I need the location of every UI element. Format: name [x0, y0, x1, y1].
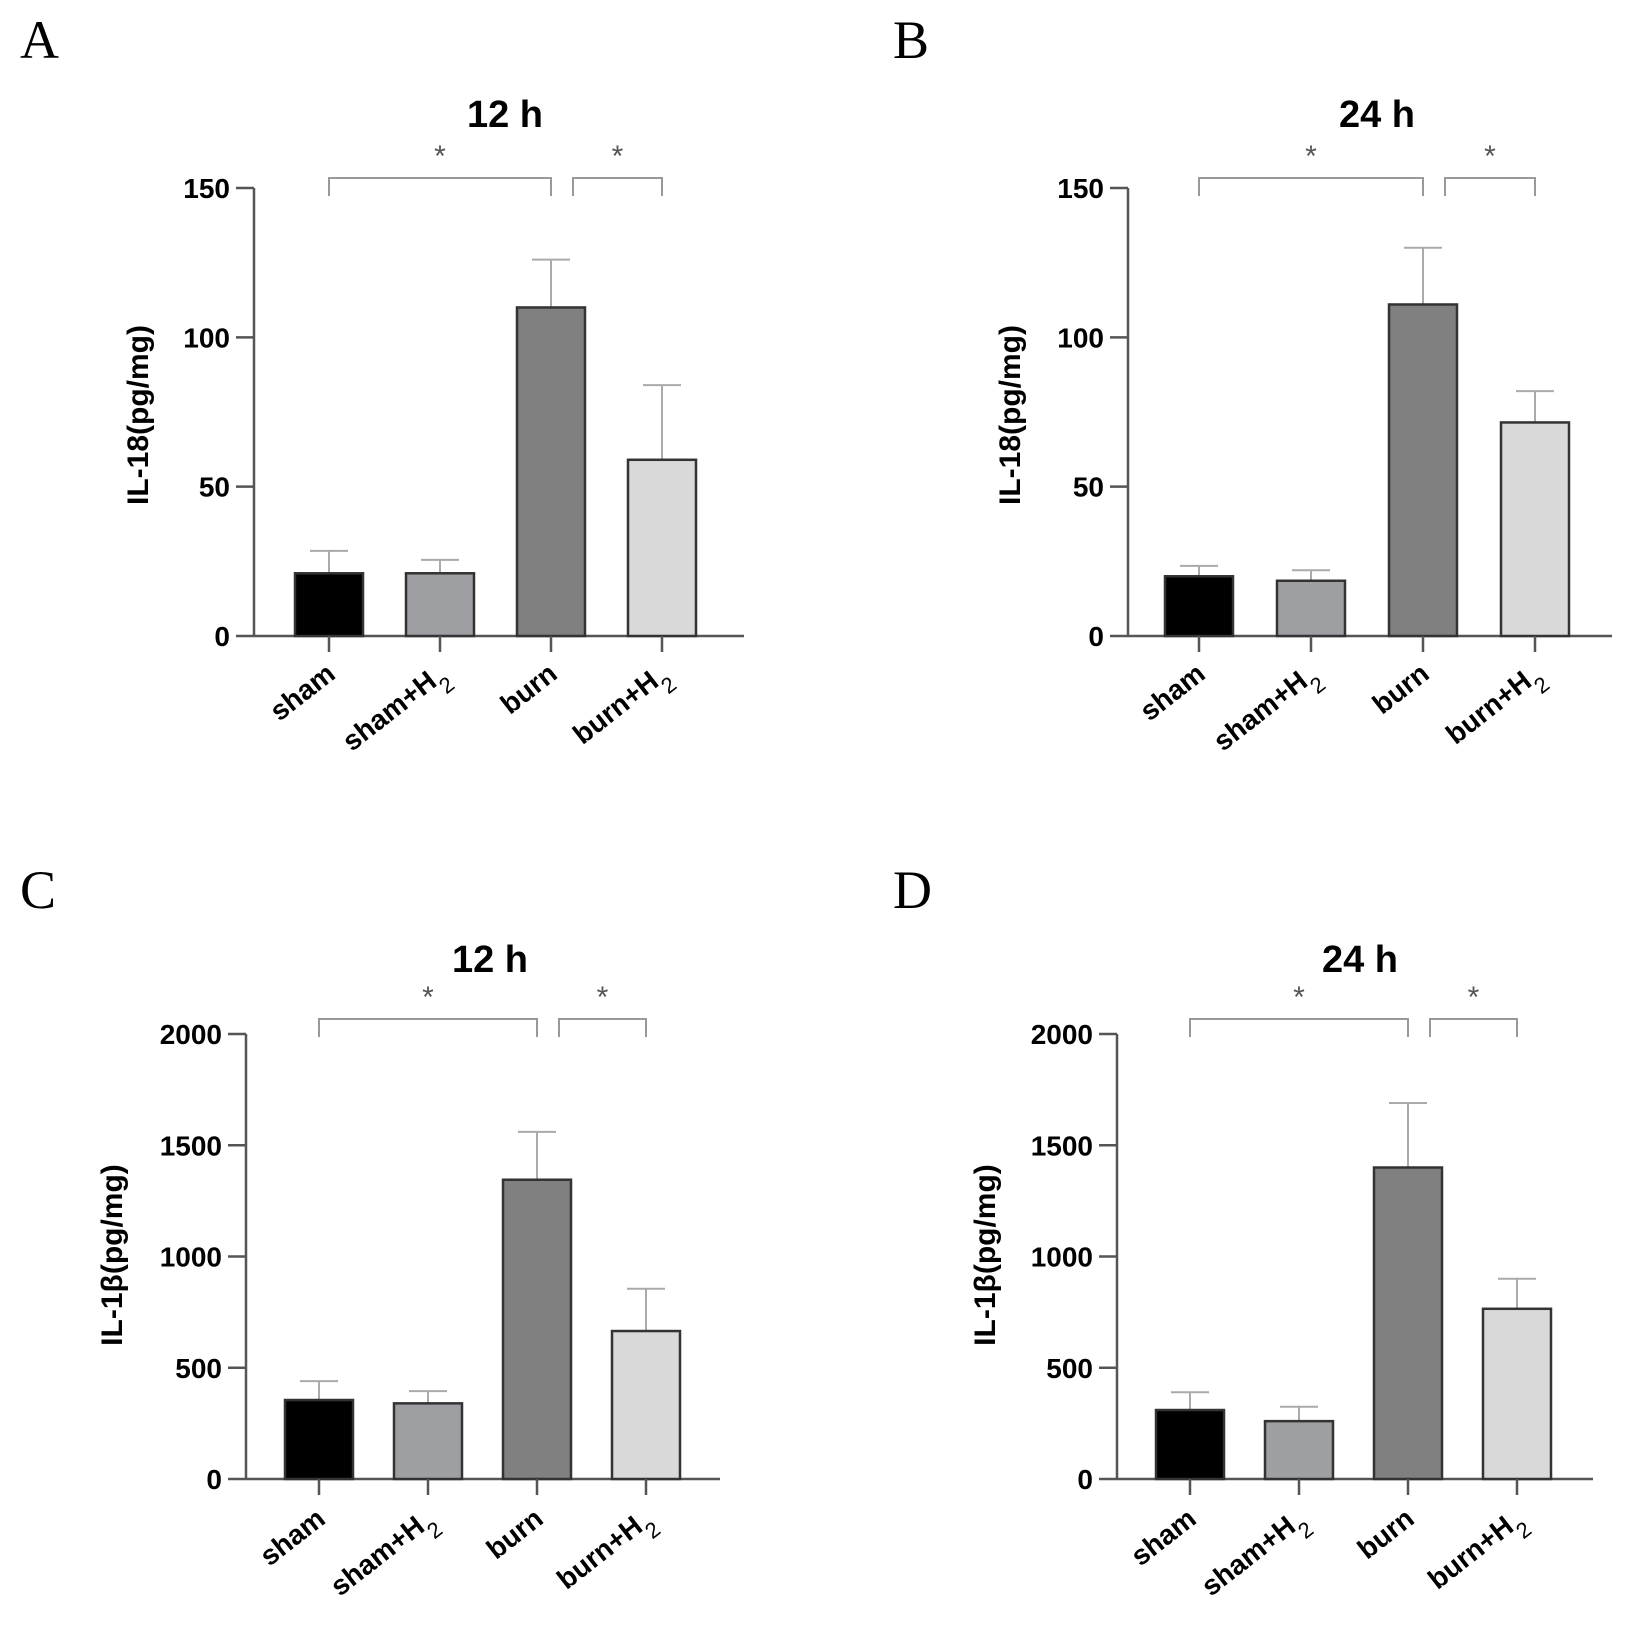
y-axis-label: IL-18(pg/mg) — [122, 325, 155, 505]
subscript: 2 — [1511, 1516, 1536, 1543]
chart-title: 12 h — [467, 94, 543, 136]
significance-bracket — [558, 1018, 647, 1037]
significance-star: * — [434, 140, 446, 173]
significance-star: * — [597, 981, 609, 1014]
panel-d: D 24 h IL-1β(pg/mg) 0 500 1000 1500 2000 shamsha… — [893, 860, 1593, 1611]
subscript: 2 — [1305, 671, 1330, 698]
significance-bracket — [1189, 1018, 1409, 1037]
significance-bracket — [1429, 1018, 1518, 1037]
y-tick-label: 0 — [1077, 1464, 1093, 1495]
category-label: sham — [264, 657, 341, 726]
significance-bracket — [328, 177, 552, 196]
y-tick-label: 2000 — [1031, 1019, 1093, 1050]
panel-letter: A — [20, 10, 59, 70]
category-label: burn+H2 — [1440, 657, 1554, 759]
subscript: 2 — [422, 1516, 447, 1543]
bar-sham — [1154, 1408, 1226, 1481]
category-label: burn — [495, 657, 563, 720]
significance-bracket — [1198, 177, 1424, 196]
y-tick-label: 2000 — [160, 1019, 222, 1050]
y-tick-label: 50 — [199, 472, 230, 503]
significance-star: * — [1468, 981, 1480, 1014]
category-label: burn+H2 — [1422, 1502, 1536, 1604]
bar-sham — [283, 1398, 355, 1481]
y-tick-label: 0 — [1088, 621, 1104, 652]
bar-burn-plus-h — [610, 1329, 682, 1481]
bar-burn — [501, 1178, 573, 1481]
y-tick-label: 150 — [1057, 173, 1104, 204]
significance-bracket — [1444, 177, 1536, 196]
significance-star: * — [1305, 140, 1317, 173]
y-axis-label: IL-1β(pg/mg) — [969, 1164, 1002, 1346]
panel-letter: C — [20, 860, 56, 920]
y-tick-label: 50 — [1073, 472, 1104, 503]
significance-bracket — [318, 1018, 538, 1037]
category-label: sham+H2 — [1207, 657, 1329, 766]
category-label: sham+H2 — [336, 657, 458, 766]
panel-c: C 12 h IL-1β(pg/mg) 0 500 1000 1500 2000 shamsha… — [20, 860, 720, 1611]
significance-star: * — [1293, 981, 1305, 1014]
y-axis-label: IL-1β(pg/mg) — [96, 1164, 129, 1346]
category-label: burn — [481, 1502, 549, 1565]
subscript: 2 — [434, 671, 459, 698]
y-tick-label: 0 — [214, 621, 230, 652]
bar-burn-plus-h — [1499, 421, 1571, 638]
significance-bracket — [572, 177, 663, 196]
bar-sham-plus-h — [392, 1402, 464, 1481]
bar-burn — [1387, 303, 1459, 638]
subscript: 2 — [640, 1516, 665, 1543]
bar-sham-plus-h — [404, 572, 476, 638]
y-axis-label: IL-18(pg/mg) — [994, 325, 1027, 505]
subscript: 2 — [656, 671, 681, 698]
y-tick-label: 100 — [183, 322, 230, 353]
bar-burn — [515, 306, 587, 638]
y-tick-label: 150 — [183, 173, 230, 204]
bar-burn-plus-h — [1481, 1307, 1553, 1481]
subscript: 2 — [1529, 671, 1554, 698]
category-label: burn+H2 — [567, 657, 681, 759]
subscript: 2 — [1293, 1516, 1318, 1543]
category-label: burn — [1367, 657, 1435, 720]
significance-star: * — [612, 140, 624, 173]
category-label: sham+H2 — [1195, 1502, 1317, 1611]
bar-burn — [1372, 1166, 1444, 1481]
category-label: sham — [254, 1502, 331, 1571]
category-label: burn — [1352, 1502, 1420, 1565]
bar-sham — [1163, 575, 1235, 638]
category-label: sham — [1125, 1502, 1202, 1571]
y-tick-label: 100 — [1057, 322, 1104, 353]
bar-sham-plus-h — [1263, 1419, 1335, 1481]
y-tick-label: 1500 — [1031, 1130, 1093, 1161]
y-tick-label: 1000 — [1031, 1242, 1093, 1273]
y-tick-label: 0 — [206, 1464, 222, 1495]
y-tick-label: 500 — [1046, 1353, 1093, 1384]
panel-letter: D — [893, 860, 932, 920]
panel-letter: B — [893, 10, 929, 70]
chart-title: 24 h — [1339, 94, 1415, 136]
y-tick-label: 1500 — [160, 1130, 222, 1161]
chart-title: 12 h — [452, 939, 528, 981]
significance-star: * — [1484, 140, 1496, 173]
bar-sham — [293, 572, 365, 638]
bar-burn-plus-h — [626, 458, 698, 638]
y-tick-label: 500 — [175, 1353, 222, 1384]
y-tick-label: 1000 — [160, 1242, 222, 1273]
chart-title: 24 h — [1322, 939, 1398, 981]
category-label: sham+H2 — [324, 1502, 446, 1611]
category-label: sham — [1134, 657, 1211, 726]
significance-star: * — [422, 981, 434, 1014]
bar-sham-plus-h — [1275, 579, 1347, 638]
category-label: burn+H2 — [551, 1502, 665, 1604]
